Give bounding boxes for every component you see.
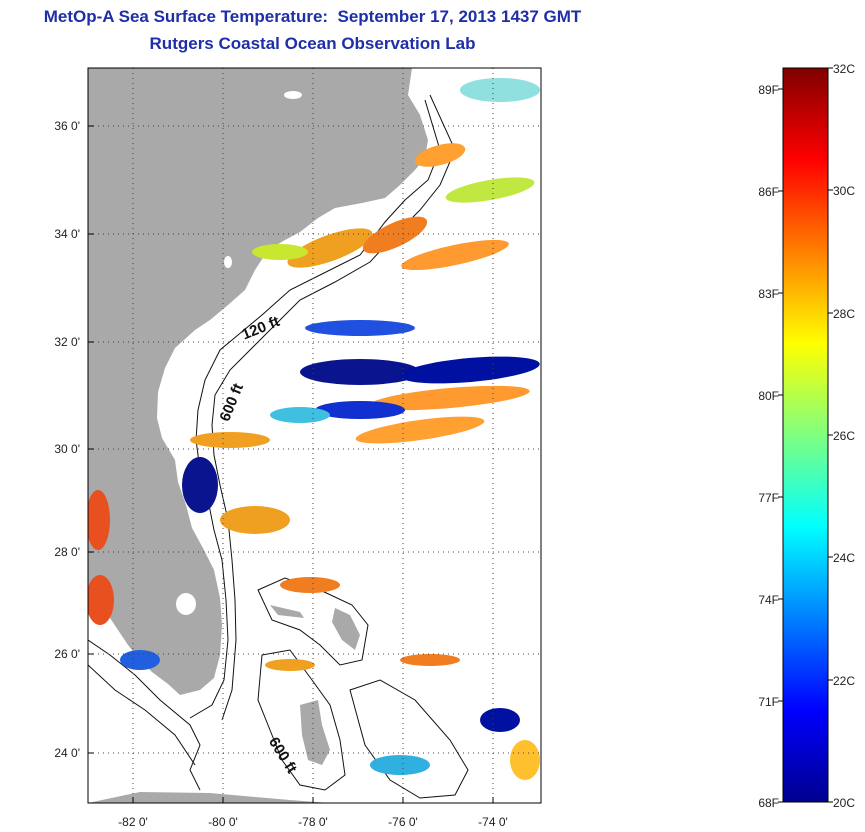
- sst-patch: [88, 490, 110, 550]
- grand-bahama: [270, 605, 304, 618]
- sst-patch: [370, 385, 530, 411]
- map-frame: [87, 67, 542, 804]
- lat-tick-label: 34 0': [54, 227, 80, 241]
- colorbar-f-label: 74F: [758, 593, 779, 607]
- sst-patch: [182, 457, 218, 513]
- colorbar-c-label: 24C: [833, 551, 855, 565]
- sst-patch: [355, 416, 485, 444]
- sst-patch: [88, 575, 114, 625]
- us-east-coast-land: [88, 68, 428, 695]
- sst-patch: [400, 654, 460, 666]
- sst-data: [88, 78, 540, 780]
- colorbar-f-label: 80F: [758, 389, 779, 403]
- lon-tick-label: -76 0': [388, 815, 418, 829]
- colorbar-f-label: 86F: [758, 185, 779, 199]
- sst-patch: [265, 659, 315, 671]
- lon-tick-label: -80 0': [208, 815, 238, 829]
- map-title: MetOp-A Sea Surface Temperature: Septemb…: [43, 7, 582, 26]
- colorbar-c-label: 20C: [833, 796, 855, 810]
- sst-patch: [252, 244, 308, 260]
- sst-patch: [270, 407, 330, 423]
- sst-patch: [190, 432, 270, 448]
- sst-patch: [300, 359, 420, 385]
- lon-tick-label: -74 0': [478, 815, 508, 829]
- lat-tick-label: 32 0': [54, 335, 80, 349]
- colorbar-f-label: 68F: [758, 796, 779, 810]
- contour-bahamas-bank: [257, 649, 346, 791]
- sst-patch: [400, 356, 540, 384]
- contour-keys: [88, 664, 196, 766]
- colorbar-f-label: 71F: [758, 695, 779, 709]
- map-subtitle: Rutgers Coastal Ocean Observation Lab: [149, 34, 476, 53]
- colorbar-c-label: 26C: [833, 429, 855, 443]
- sst-patch: [362, 216, 428, 254]
- lat-tick-label: 28 0': [54, 545, 80, 559]
- lat-tick-label: 26 0': [54, 647, 80, 661]
- colorbar-f-label: 77F: [758, 491, 779, 505]
- sst-patch: [414, 143, 466, 167]
- colorbar: [782, 67, 829, 803]
- inland-water: [224, 256, 232, 268]
- colorbar-f-label: 83F: [758, 287, 779, 301]
- abaco-island: [332, 608, 360, 650]
- sst-patch: [220, 506, 290, 534]
- sst-patch: [370, 755, 430, 775]
- sst-patch: [287, 228, 373, 268]
- contour-120ft: [189, 99, 441, 719]
- sst-patch: [305, 320, 415, 336]
- lat-tick-label: 30 0': [54, 442, 80, 456]
- lon-tick-label: -78 0': [298, 815, 328, 829]
- colorbar-ticks: [778, 67, 833, 803]
- graticule: [88, 68, 541, 803]
- cuba-edge: [88, 792, 330, 803]
- axis-ticks: [88, 125, 494, 803]
- contour-keys: [88, 639, 201, 791]
- sst-patch: [510, 740, 540, 780]
- sst-patch: [445, 177, 535, 203]
- sst-patch: [401, 239, 509, 271]
- lat-tick-label: 24 0': [54, 746, 80, 760]
- colorbar-c-label: 22C: [833, 674, 855, 688]
- sst-patch: [280, 577, 340, 593]
- lat-tick-label: 36 0': [54, 119, 80, 133]
- colorbar-c-label: 30C: [833, 184, 855, 198]
- colorbar-c-label: 28C: [833, 307, 855, 321]
- sst-patch: [460, 78, 540, 102]
- inland-water: [284, 91, 302, 99]
- colorbar-c-label: 32C: [833, 62, 855, 76]
- sst-patch: [120, 650, 160, 670]
- colorbar-f-label: 89F: [758, 83, 779, 97]
- sst-patch: [480, 708, 520, 732]
- lake-okeechobee: [176, 593, 196, 615]
- lon-tick-label: -82 0': [118, 815, 148, 829]
- sst-patch: [315, 401, 405, 419]
- andros-island: [300, 700, 330, 765]
